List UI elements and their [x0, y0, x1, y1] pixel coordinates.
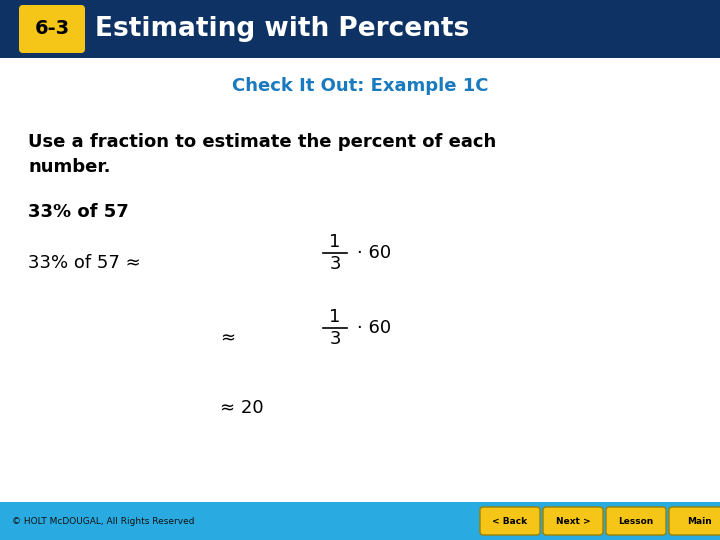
FancyBboxPatch shape — [606, 507, 666, 535]
Text: · 60: · 60 — [357, 244, 391, 262]
Text: 33% of 57 ≈: 33% of 57 ≈ — [28, 254, 140, 272]
Text: 3: 3 — [329, 255, 341, 273]
Text: Estimating with Percents: Estimating with Percents — [95, 16, 469, 42]
Text: Use a fraction to estimate the percent of each: Use a fraction to estimate the percent o… — [28, 133, 496, 151]
Bar — [0, 502, 720, 540]
Text: 1: 1 — [329, 233, 341, 251]
FancyBboxPatch shape — [480, 507, 540, 535]
Text: 3: 3 — [329, 330, 341, 348]
Text: Next >: Next > — [556, 516, 590, 525]
Text: ≈ 20: ≈ 20 — [220, 399, 264, 417]
Text: ≈: ≈ — [220, 329, 235, 347]
Text: 6-3: 6-3 — [35, 19, 70, 38]
Bar — [0, 0, 720, 58]
Text: number.: number. — [28, 158, 110, 176]
Text: Lesson: Lesson — [618, 516, 654, 525]
Text: Main: Main — [687, 516, 711, 525]
Text: < Back: < Back — [492, 516, 528, 525]
Text: © HOLT McDOUGAL, All Rights Reserved: © HOLT McDOUGAL, All Rights Reserved — [12, 516, 194, 525]
Text: 33% of 57: 33% of 57 — [28, 203, 129, 221]
Text: · 60: · 60 — [357, 319, 391, 337]
FancyBboxPatch shape — [543, 507, 603, 535]
FancyBboxPatch shape — [669, 507, 720, 535]
Text: Check It Out: Example 1C: Check It Out: Example 1C — [232, 77, 488, 95]
Text: 1: 1 — [329, 308, 341, 326]
FancyBboxPatch shape — [19, 5, 85, 53]
